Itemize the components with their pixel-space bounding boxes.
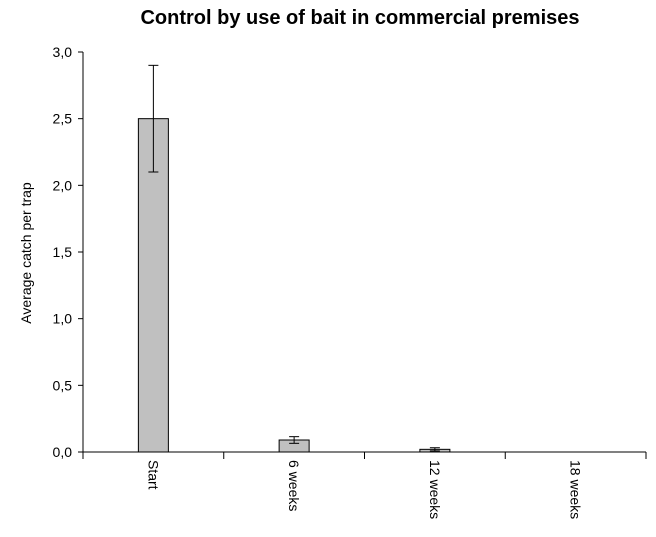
x-tick-label: Start xyxy=(145,460,161,490)
y-tick-label: 2,5 xyxy=(53,111,73,127)
y-tick-label: 1,0 xyxy=(53,311,73,327)
y-tick-label: 0,0 xyxy=(53,444,73,460)
x-tick-label: 18 weeks xyxy=(568,460,584,519)
y-tick-label: 0,5 xyxy=(53,377,73,393)
y-tick-label: 1,5 xyxy=(53,244,73,260)
y-axis-label: Average catch per trap xyxy=(18,182,34,324)
bar xyxy=(137,118,169,453)
x-tick-label: 6 weeks xyxy=(286,460,302,511)
y-tick-label: 3,0 xyxy=(53,44,73,60)
chart-title: Control by use of bait in commercial pre… xyxy=(140,7,579,29)
x-tick-label: 12 weeks xyxy=(427,460,443,519)
y-tick-label: 2,0 xyxy=(53,177,73,193)
plot-area: 0,0 0,5 1,0 1,5 2,0 2,5 3,0 Start 6 weeks 12 week… xyxy=(53,44,647,519)
